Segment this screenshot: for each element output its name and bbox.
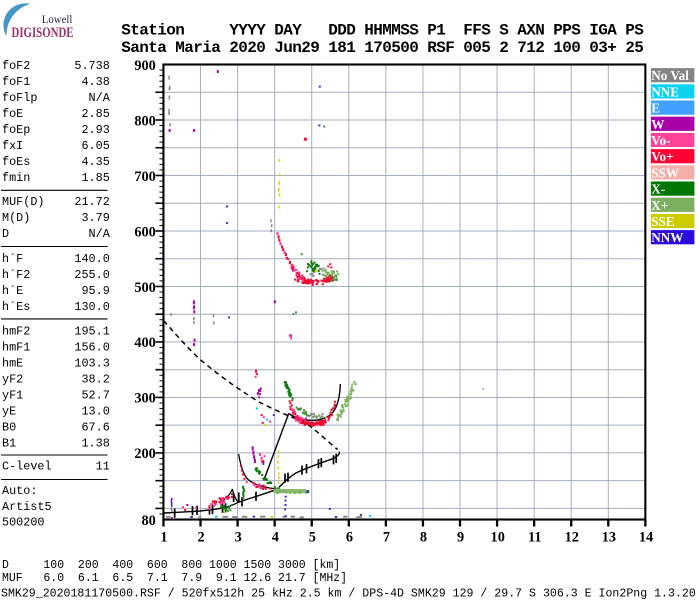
svg-text:C-level: C-level — [2, 460, 52, 474]
svg-text:Artist5: Artist5 — [2, 500, 52, 514]
svg-text:14: 14 — [639, 530, 653, 546]
svg-text:900: 900 — [134, 58, 155, 74]
svg-text:hmE: hmE — [2, 356, 23, 370]
svg-text:8: 8 — [420, 530, 427, 546]
svg-text:1.85: 1.85 — [81, 171, 109, 185]
svg-text:hmF1: hmF1 — [2, 340, 30, 354]
svg-text:400: 400 — [134, 335, 155, 351]
svg-text:156.0: 156.0 — [74, 340, 109, 354]
svg-text:D 100 200 400 600 800: D 100 200 400 600 800 1000 1500 3000 [km… — [2, 559, 340, 572]
svg-text:500200: 500200 — [2, 516, 44, 530]
svg-text:Santa Maria 2020 Jun29 181 170: Santa Maria 2020 Jun29 181 170500 RSF 00… — [121, 39, 643, 57]
svg-text:h`Es: h`Es — [2, 300, 30, 314]
svg-text:h`F2: h`F2 — [2, 268, 30, 282]
svg-text:N/A: N/A — [89, 91, 111, 105]
svg-text:140.0: 140.0 — [74, 252, 109, 266]
svg-text:B1: B1 — [2, 436, 16, 450]
svg-text:Vo-: Vo- — [651, 133, 670, 148]
svg-text:N/A: N/A — [89, 227, 111, 241]
svg-text:fmin: fmin — [2, 171, 30, 185]
svg-text:SMK29_2020181170500.RSF / 520f: SMK29_2020181170500.RSF / 520fx512h 25 k… — [1, 588, 696, 600]
svg-text:NNW: NNW — [651, 230, 683, 245]
svg-text:800: 800 — [134, 113, 155, 129]
svg-text:4.35: 4.35 — [81, 155, 109, 169]
svg-text:5.738: 5.738 — [74, 59, 109, 73]
svg-text:6: 6 — [346, 530, 353, 546]
svg-text:38.2: 38.2 — [81, 372, 109, 386]
svg-text:13.0: 13.0 — [81, 404, 109, 418]
svg-text:foEs: foEs — [2, 155, 30, 169]
svg-text:yF2: yF2 — [2, 372, 23, 386]
svg-text:X+: X+ — [651, 198, 668, 213]
svg-text:7: 7 — [383, 530, 390, 546]
svg-text:D: D — [2, 227, 9, 241]
svg-text:foE: foE — [2, 107, 23, 121]
svg-text:2.93: 2.93 — [81, 123, 109, 137]
svg-text:E: E — [651, 101, 660, 116]
svg-text:B0: B0 — [2, 420, 16, 434]
svg-text:Lowell: Lowell — [42, 14, 73, 26]
svg-text:2.85: 2.85 — [81, 107, 109, 121]
svg-text:3.79: 3.79 — [81, 211, 109, 225]
svg-text:fxI: fxI — [2, 139, 23, 153]
svg-text:6.05: 6.05 — [81, 139, 109, 153]
svg-text:Auto:: Auto: — [2, 484, 37, 498]
svg-text:700: 700 — [134, 169, 155, 185]
svg-text:yE: yE — [2, 404, 16, 418]
svg-text:Station YYYY DAY DDD HHM: Station YYYY DAY DDD HHMMSS P1 FFS S AXN… — [121, 21, 644, 39]
svg-text:600: 600 — [134, 224, 155, 240]
svg-text:SSE: SSE — [651, 214, 675, 229]
svg-text:52.7: 52.7 — [81, 388, 109, 402]
svg-text:MUF 6.0 6.1 6.5 7.1 7.9: MUF 6.0 6.1 6.5 7.1 7.9 9.1 12.6 21.7 [M… — [2, 572, 347, 585]
svg-text:foF1: foF1 — [2, 75, 30, 89]
svg-text:12: 12 — [565, 530, 579, 546]
svg-text:h`F: h`F — [2, 252, 23, 266]
svg-text:13: 13 — [602, 530, 616, 546]
svg-text:h`E: h`E — [2, 284, 23, 298]
svg-text:MUF(D): MUF(D) — [2, 195, 44, 209]
svg-text:195.1: 195.1 — [74, 324, 109, 338]
svg-text:W: W — [651, 117, 664, 132]
svg-text:80: 80 — [142, 513, 156, 529]
svg-text:4: 4 — [272, 530, 279, 546]
svg-text:yF1: yF1 — [2, 388, 23, 402]
svg-text:103.3: 103.3 — [74, 356, 109, 370]
svg-text:foF2: foF2 — [2, 59, 30, 73]
svg-text:200: 200 — [134, 446, 155, 462]
svg-text:67.6: 67.6 — [81, 420, 109, 434]
svg-text:Vo+: Vo+ — [651, 149, 673, 164]
svg-text:M(D): M(D) — [2, 211, 30, 225]
svg-text:5: 5 — [309, 530, 316, 546]
svg-text:DIGISONDE: DIGISONDE — [12, 25, 74, 41]
svg-text:3: 3 — [235, 530, 242, 546]
svg-text:NNE: NNE — [651, 84, 679, 99]
svg-text:500: 500 — [134, 280, 155, 296]
svg-text:21.72: 21.72 — [74, 195, 109, 209]
svg-text:2: 2 — [198, 530, 205, 546]
svg-text:foFlp: foFlp — [2, 91, 37, 105]
svg-text:255.0: 255.0 — [74, 268, 109, 282]
svg-text:300: 300 — [134, 391, 155, 407]
svg-text:11: 11 — [528, 530, 542, 546]
svg-text:1: 1 — [160, 530, 167, 546]
svg-text:foEp: foEp — [2, 123, 30, 137]
svg-text:10: 10 — [491, 530, 505, 546]
svg-text:130.0: 130.0 — [74, 300, 109, 314]
svg-text:hmF2: hmF2 — [2, 324, 30, 338]
svg-text:No Val: No Val — [651, 68, 689, 83]
svg-text:9: 9 — [457, 530, 464, 546]
svg-text:1.38: 1.38 — [81, 436, 109, 450]
svg-text:SSW: SSW — [651, 165, 679, 180]
svg-text:11: 11 — [96, 460, 110, 474]
svg-text:95.9: 95.9 — [81, 284, 109, 298]
svg-text:4.38: 4.38 — [81, 75, 109, 89]
svg-text:X-: X- — [651, 182, 665, 197]
